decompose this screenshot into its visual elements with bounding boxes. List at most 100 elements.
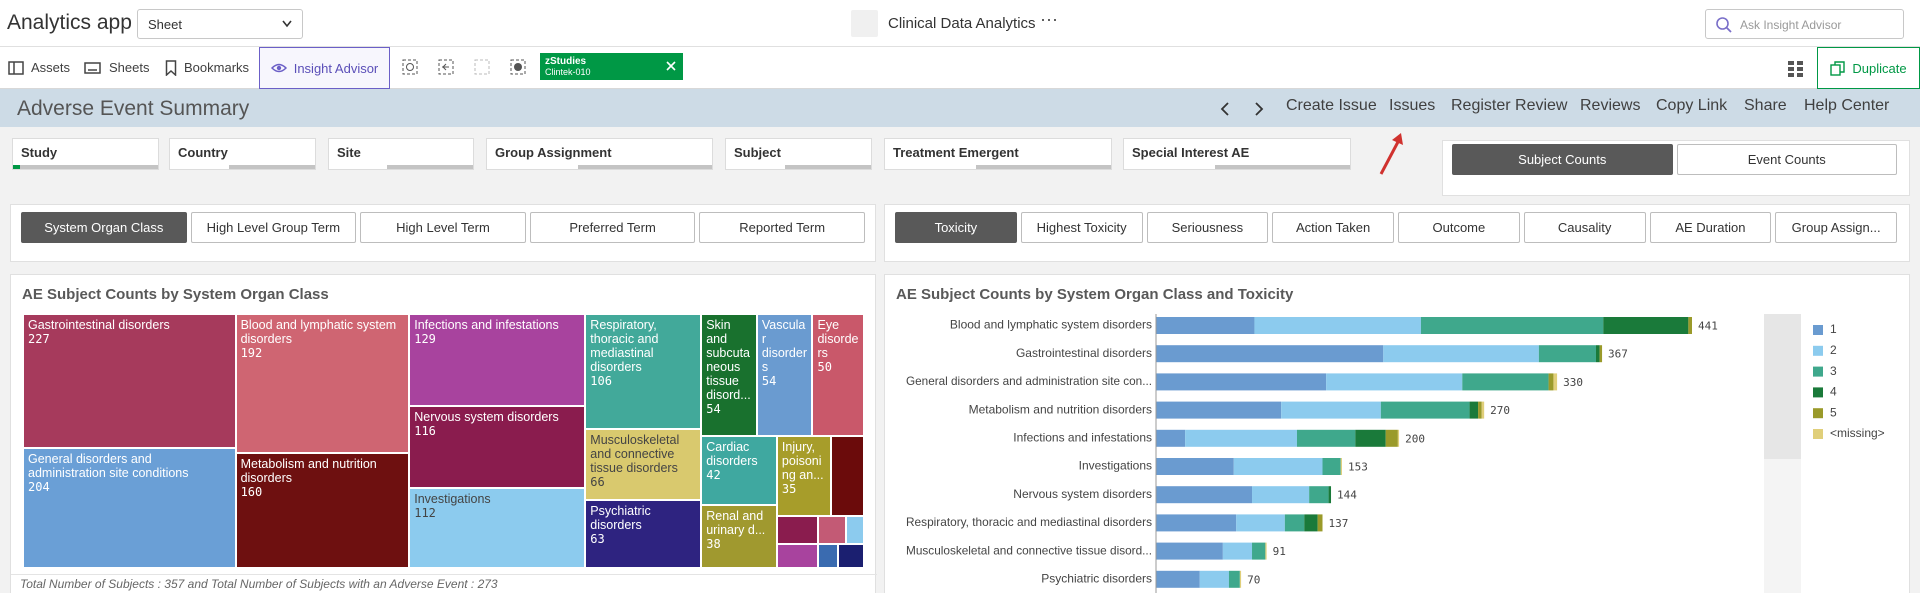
scroller-thumb[interactable] <box>1764 314 1801 459</box>
tab-button[interactable]: Seriousness <box>1146 212 1269 243</box>
selection-tag[interactable]: zStudies Clintek-010 <box>540 53 683 80</box>
bar-segment <box>1185 429 1297 447</box>
filter-box[interactable]: Group Assignment <box>486 138 713 170</box>
filter-label: Group Assignment <box>495 145 612 160</box>
treemap-cell: Eye disorders 50 <box>812 314 864 436</box>
bar-segment <box>1156 486 1253 504</box>
filter-state-bar <box>976 165 1111 169</box>
bar-segment <box>1548 373 1554 391</box>
tab-button[interactable]: System Organ Class <box>21 212 187 243</box>
treemap-cell: Infections and infestations 129 <box>409 314 586 406</box>
y-tick-label: Metabolism and nutrition disorders <box>969 402 1152 416</box>
nav-link[interactable]: Help Center <box>1804 97 1890 114</box>
cell-value: 106 <box>590 374 612 388</box>
bar-segment <box>1595 345 1600 363</box>
tab-button[interactable]: High Level Term <box>360 212 526 243</box>
nav-link[interactable]: Share <box>1744 97 1787 114</box>
bar-segment <box>1296 429 1356 447</box>
tab-button[interactable]: Causality <box>1523 212 1646 243</box>
bar-segment <box>1252 542 1266 560</box>
tab-button[interactable]: Group Assign... <box>1775 212 1897 243</box>
treemap-cell <box>776 543 818 568</box>
duplicate-icon <box>1830 60 1846 76</box>
bar-segment <box>1156 373 1327 391</box>
bar-segment <box>1265 542 1267 560</box>
nav-link[interactable]: Copy Link <box>1656 97 1728 114</box>
bar-segment <box>1252 486 1310 504</box>
nav-link[interactable]: Reviews <box>1580 97 1641 114</box>
filter-box[interactable]: Site <box>328 138 474 170</box>
selection-tools[interactable] <box>400 56 530 80</box>
search-icon <box>1716 17 1732 33</box>
cell-label: Respiratory, thoracic and mediastinal di… <box>590 318 659 374</box>
total-label: 200 <box>1405 432 1425 445</box>
dimension-tabs: System Organ Class High Level Group Term H… <box>21 212 865 243</box>
bar-segment <box>1355 429 1386 447</box>
treemap-panel: AE Subject Counts by System Organ Class … <box>10 274 877 593</box>
treemap-cell: Injury, poisoning an... 35 <box>776 435 832 517</box>
tab-button[interactable]: High Level Group Term <box>190 212 357 243</box>
filter-box[interactable]: Subject <box>725 138 872 170</box>
filter-box[interactable]: Country <box>169 138 316 170</box>
filter-state-bar <box>1215 165 1350 169</box>
tab-button[interactable]: Subject Counts <box>1452 144 1673 175</box>
cell-label: Blood and lymphatic system disorders <box>240 318 397 346</box>
assets-button[interactable]: Assets <box>8 47 70 88</box>
cell-value: 160 <box>240 484 263 499</box>
more-menu[interactable]: ⋯ <box>1040 10 1058 30</box>
chart-title: AE Subject Counts by System Organ Class … <box>896 286 1294 303</box>
duplicate-label: Duplicate <box>1852 60 1907 76</box>
tab-button[interactable]: Toxicity <box>895 212 1017 243</box>
tab-button[interactable]: Reported Term <box>699 212 865 243</box>
cell-label: Investigations <box>414 492 491 507</box>
duplicate-button[interactable]: Duplicate <box>1817 47 1920 89</box>
cell-value: 204 <box>28 479 50 494</box>
cell-label: Musculoskeletal and connective tissue di… <box>590 432 680 475</box>
bar-segment <box>1281 401 1381 419</box>
bar-segment <box>1481 401 1485 419</box>
treemap-cell: Cardiac disorders 42 <box>701 435 777 506</box>
nav-link[interactable]: Create Issue <box>1286 97 1377 114</box>
y-tick-label: Psychiatric disorders <box>1041 571 1152 585</box>
app-title: Analytics app <box>7 11 132 34</box>
cell-value: 227 <box>28 332 50 346</box>
search-box[interactable]: Ask Insight Advisor <box>1705 9 1904 39</box>
y-tick-label: Respiratory, thoracic and mediastinal di… <box>906 515 1152 529</box>
filter-label: Study <box>21 145 58 160</box>
sheet-select[interactable]: Sheet <box>137 9 303 39</box>
cell-value: 50 <box>817 360 832 374</box>
y-tick-label: Infections and infestations <box>1013 430 1152 444</box>
sheet-navigation[interactable] <box>1218 101 1268 117</box>
top-bar <box>0 0 1920 47</box>
grid-icon[interactable] <box>1787 60 1805 78</box>
insight-advisor-button[interactable]: Insight Advisor <box>259 47 390 89</box>
total-label: 70 <box>1247 573 1260 586</box>
legend-label: 4 <box>1830 385 1837 399</box>
bookmarks-button[interactable]: Bookmarks <box>165 47 249 88</box>
tab-button[interactable]: Event Counts <box>1676 144 1897 175</box>
sheets-button[interactable]: Sheets <box>84 47 149 88</box>
filter-box[interactable]: Study <box>12 138 159 170</box>
legend-label: 1 <box>1830 322 1837 336</box>
legend-swatch <box>1813 387 1823 398</box>
app-icon <box>851 10 878 37</box>
bar-segment <box>1603 317 1689 334</box>
cell-value: 129 <box>414 332 436 346</box>
total-label: 367 <box>1608 348 1628 361</box>
tab-button[interactable]: Action Taken <box>1272 212 1394 243</box>
filter-box[interactable]: Special Interest AE <box>1123 138 1351 170</box>
cell-value: 54 <box>761 374 777 388</box>
bar-segment <box>1199 570 1229 588</box>
tab-button[interactable]: Preferred Term <box>529 212 696 243</box>
bar-segment <box>1469 401 1479 419</box>
nav-link[interactable]: Register Review <box>1451 97 1568 114</box>
bar-segment <box>1420 317 1604 334</box>
bar-segment <box>1156 458 1234 475</box>
clear-selection-icon[interactable] <box>666 61 676 71</box>
treemap-cell <box>776 516 819 544</box>
tab-button[interactable]: AE Duration <box>1649 212 1772 243</box>
filter-box[interactable]: Treatment Emergent <box>884 138 1112 170</box>
tab-button[interactable]: Highest Toxicity <box>1020 212 1143 243</box>
nav-link[interactable]: Issues <box>1389 97 1436 114</box>
tab-button[interactable]: Outcome <box>1398 212 1520 243</box>
